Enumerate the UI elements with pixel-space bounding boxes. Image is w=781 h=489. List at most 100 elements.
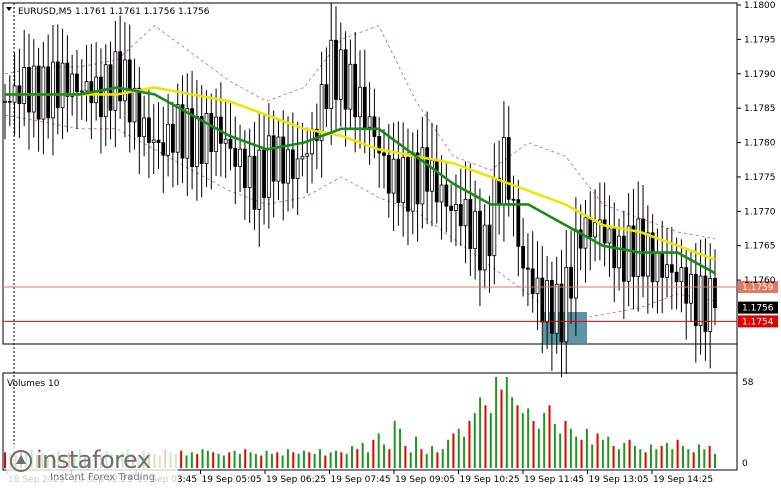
- volume-bar: [276, 452, 279, 468]
- volume-bar: [591, 444, 594, 468]
- volume-bar: [489, 413, 492, 468]
- candle-body: [684, 267, 689, 304]
- moving-averages: [4, 86, 716, 275]
- volume-bar: [463, 436, 466, 468]
- candle-body: [458, 204, 463, 227]
- volume-bar: [623, 442, 626, 468]
- volume-bar: [238, 453, 241, 468]
- candle-body: [415, 152, 420, 205]
- candle-body: [655, 252, 660, 283]
- volume-bar: [4, 452, 6, 468]
- price-level-label: 1.1759: [742, 283, 774, 293]
- candle-body: [626, 225, 631, 282]
- candle-body: [463, 198, 468, 227]
- price-tick-label: 1.1770: [744, 207, 776, 217]
- time-tick-label: 19 Sep 06:25: [266, 475, 326, 485]
- candle-body: [99, 76, 103, 118]
- volume-bar: [361, 442, 364, 468]
- volume-bar: [457, 428, 460, 468]
- candle-body: [31, 65, 36, 113]
- bollinger-bands: [4, 25, 716, 322]
- volume-bar: [372, 439, 375, 468]
- candle-body: [252, 155, 257, 210]
- candle-body: [70, 73, 75, 97]
- candle-body: [132, 87, 137, 123]
- price-tick-label: 1.1760: [744, 276, 776, 286]
- volume-bar: [356, 449, 359, 468]
- volume-bar: [697, 444, 700, 468]
- candle-body: [60, 62, 65, 109]
- volume-bar: [185, 455, 188, 468]
- volume-bar: [196, 453, 199, 468]
- volume-bar: [447, 439, 450, 468]
- candle-body: [698, 275, 703, 327]
- candle-body: [425, 147, 430, 192]
- volume-bar: [607, 436, 610, 468]
- candle-body: [410, 152, 415, 212]
- candle-body: [559, 283, 564, 343]
- volume-bar: [292, 452, 295, 468]
- volume-bar: [559, 433, 562, 468]
- volume-bar: [217, 453, 220, 468]
- volume-bar: [324, 455, 327, 468]
- candle-body: [708, 277, 713, 332]
- candle-body: [607, 228, 612, 244]
- candle-body: [175, 104, 180, 153]
- candle-body: [266, 135, 271, 198]
- candle-body: [295, 158, 300, 179]
- main-chart-panel: [2, 2, 738, 345]
- volume-bar: [297, 453, 300, 468]
- volume-panel-title: Volumes 10: [7, 379, 60, 389]
- volume-bar: [260, 455, 263, 468]
- volume-bar: [521, 413, 524, 468]
- volume-bar: [415, 436, 418, 468]
- volume-bar: [473, 413, 476, 468]
- candle-body: [319, 84, 324, 141]
- candle-body: [36, 65, 41, 120]
- candle-body: [41, 66, 46, 120]
- candle-body: [617, 235, 621, 269]
- candle-body: [569, 267, 573, 299]
- current-price-label: 1.1756: [742, 304, 774, 314]
- volume-bar: [500, 389, 503, 468]
- candlesticks: [3, 2, 717, 378]
- candle-body: [492, 177, 497, 257]
- candle-body: [511, 198, 516, 201]
- candle-body: [362, 86, 367, 128]
- volume-bar: [377, 433, 380, 468]
- volume-bar: [660, 446, 663, 468]
- candle-body: [468, 198, 473, 249]
- candle-body: [151, 139, 156, 143]
- candle-body: [223, 138, 228, 144]
- candle-body: [247, 155, 252, 189]
- price-tick-label: 1.1785: [744, 104, 776, 114]
- candle-body: [286, 149, 290, 184]
- candle-body: [79, 90, 84, 93]
- volume-bar: [308, 452, 311, 468]
- price-level-label: 1.1754: [742, 317, 774, 327]
- candle-body: [281, 136, 286, 184]
- bollinger-upper-line: [4, 25, 716, 240]
- volume-bar: [639, 449, 642, 468]
- volume-bar: [484, 405, 487, 468]
- volume-bar: [575, 436, 578, 468]
- volume-bar: [601, 439, 604, 468]
- volume-bar: [436, 452, 439, 468]
- price-tick-label: 1.1800: [744, 1, 776, 11]
- candle-body: [257, 149, 262, 210]
- candle-body: [516, 199, 521, 247]
- candle-body: [65, 62, 70, 97]
- candle-body: [502, 137, 506, 206]
- candle-body: [674, 271, 679, 283]
- candle-body: [3, 100, 7, 103]
- volume-bar: [222, 455, 225, 468]
- candle-body: [214, 116, 218, 153]
- candle-body: [310, 128, 314, 155]
- candle-body: [113, 51, 118, 111]
- volume-bar: [334, 450, 337, 468]
- candle-body: [430, 160, 434, 192]
- candle-body: [444, 184, 449, 207]
- candle-body: [118, 51, 123, 102]
- candle-body: [194, 115, 199, 168]
- candle-body: [358, 86, 362, 118]
